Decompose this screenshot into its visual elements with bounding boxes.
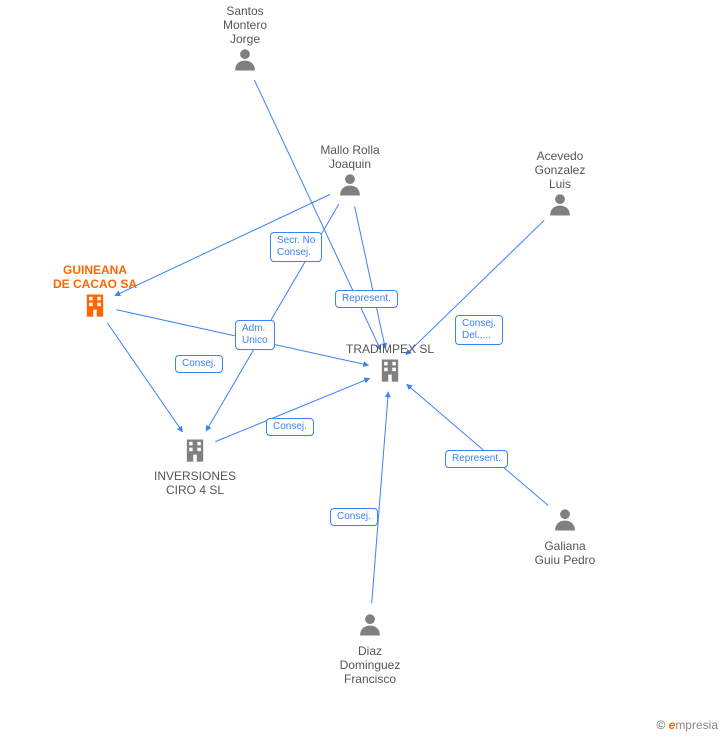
node-mallo[interactable]: Mallo Rolla Joaquin <box>295 143 405 204</box>
person-icon <box>190 46 300 79</box>
copyright-symbol: © <box>656 718 665 732</box>
brand-rest: mpresia <box>675 718 718 732</box>
edge-label-galiana-tradimpex: Represent. <box>445 450 508 468</box>
node-label-mallo: Mallo Rolla Joaquin <box>295 143 405 171</box>
person-icon <box>505 191 615 224</box>
building-icon <box>40 291 150 324</box>
edge-label-santos-tradimpex: Secr. No Consej. <box>270 232 322 262</box>
node-tradimpex[interactable]: TRADIMPEX SL <box>335 342 445 389</box>
edge-mallo-tradimpex <box>355 207 386 349</box>
node-diaz[interactable]: Diaz Dominguez Francisco <box>315 611 425 686</box>
node-label-guineana: GUINEANA DE CACAO SA <box>40 263 150 291</box>
node-galiana[interactable]: Galiana Guiu Pedro <box>510 506 620 567</box>
edge-label-guineana-tradimpex: Consej. <box>175 355 223 373</box>
node-inversiones[interactable]: INVERSIONES CIRO 4 SL <box>140 436 250 497</box>
node-acevedo[interactable]: Acevedo Gonzalez Luis <box>505 149 615 224</box>
person-icon <box>315 611 425 644</box>
edge-label-acevedo-tradimpex: Consej. Del.,... <box>455 315 503 345</box>
edge-guineana-inversiones <box>107 323 182 432</box>
edge-diaz-tradimpex <box>372 392 389 603</box>
edge-label-diaz-tradimpex: Consej. <box>330 508 378 526</box>
node-label-tradimpex: TRADIMPEX SL <box>335 342 445 356</box>
edge-label-mallo-tradimpex: Represent. <box>335 290 398 308</box>
edge-label-inversiones-tradimpex: Consej. <box>266 418 314 436</box>
node-label-santos: Santos Montero Jorge <box>190 4 300 46</box>
node-label-diaz: Diaz Dominguez Francisco <box>315 644 425 686</box>
node-label-acevedo: Acevedo Gonzalez Luis <box>505 149 615 191</box>
person-icon <box>510 506 620 539</box>
building-icon <box>335 356 445 389</box>
person-icon <box>295 171 405 204</box>
node-label-inversiones: INVERSIONES CIRO 4 SL <box>140 469 250 497</box>
copyright-watermark: © empresia <box>656 718 718 732</box>
edge-label-mallo-guineana: Adm. Unico <box>235 320 275 350</box>
edge-galiana-tradimpex <box>407 384 549 505</box>
node-label-galiana: Galiana Guiu Pedro <box>510 539 620 567</box>
building-icon <box>140 436 250 469</box>
node-santos[interactable]: Santos Montero Jorge <box>190 4 300 79</box>
node-guineana[interactable]: GUINEANA DE CACAO SA <box>40 263 150 324</box>
edge-santos-tradimpex <box>254 80 380 350</box>
